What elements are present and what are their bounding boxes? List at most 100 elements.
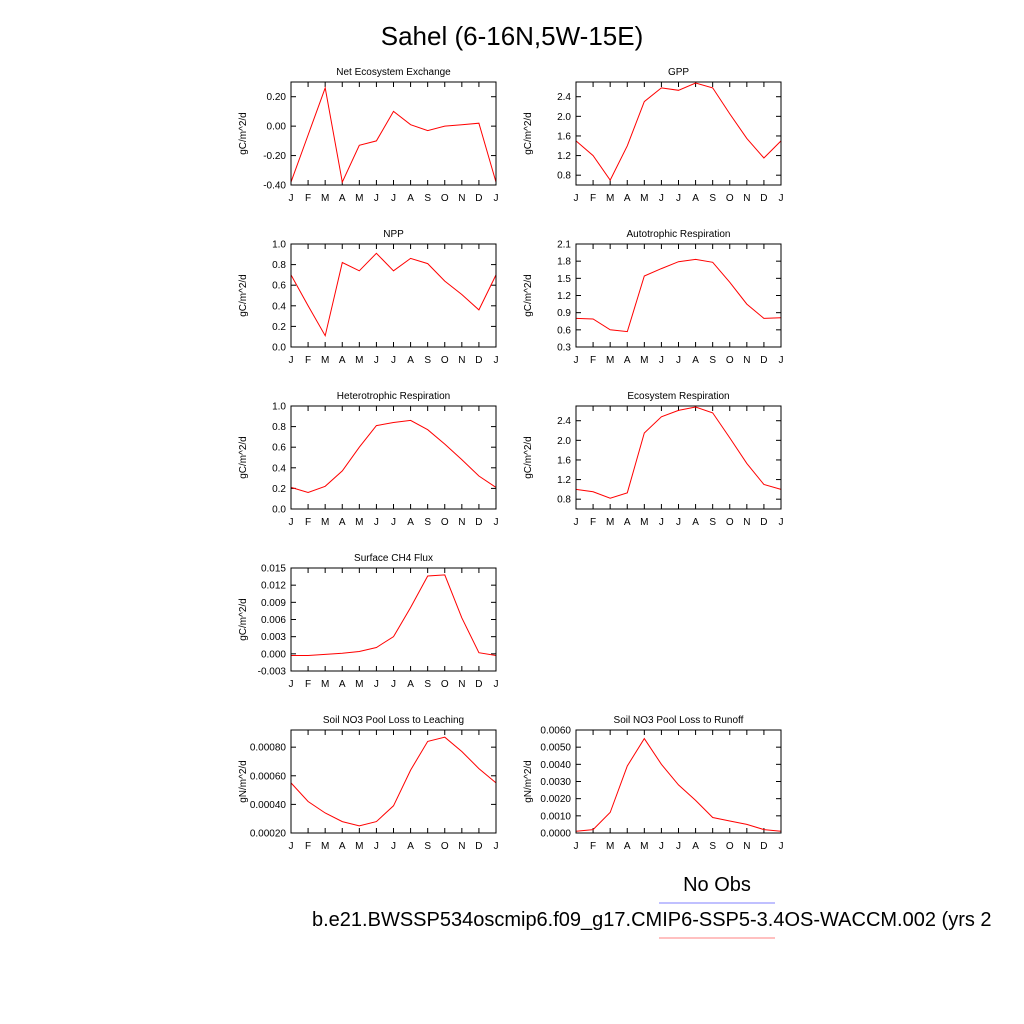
series-line: [290, 419, 497, 494]
x-tick-label: J: [659, 517, 664, 528]
x-tick-label: N: [458, 841, 465, 852]
y-tick-label: 1.6: [557, 131, 571, 142]
x-tick-label: S: [709, 193, 716, 204]
x-tick-label: D: [475, 679, 482, 690]
x-tick-label: J: [676, 193, 681, 204]
x-tick-label: O: [441, 517, 449, 528]
y-axis-label: gC/m^2/d: [238, 598, 249, 641]
x-tick-label: M: [321, 517, 329, 528]
series-line: [575, 737, 782, 832]
x-tick-label: A: [339, 517, 346, 528]
plot-frame: [575, 729, 782, 834]
x-tick-label: O: [726, 517, 734, 528]
x-tick-label: J: [494, 355, 499, 366]
plot-frame: [575, 243, 782, 348]
y-tick-label: 0.3: [557, 343, 571, 354]
x-tick-label: A: [339, 679, 346, 690]
x-tick-label: J: [391, 841, 396, 852]
x-tick-label: D: [760, 517, 767, 528]
y-tick-label: 0.8: [272, 260, 286, 271]
x-tick-label: O: [726, 355, 734, 366]
y-axis-label: gC/m^2/d: [238, 436, 249, 479]
x-tick-label: M: [355, 841, 363, 852]
x-tick-label: S: [424, 355, 431, 366]
x-tick-label: F: [590, 355, 596, 366]
x-tick-label: J: [289, 355, 294, 366]
x-tick-label: S: [709, 841, 716, 852]
x-tick-label: O: [726, 193, 734, 204]
x-tick-label: N: [743, 355, 750, 366]
y-tick-label: 2.0: [557, 436, 571, 447]
x-tick-label: J: [676, 517, 681, 528]
y-tick-label: 0.0010: [540, 811, 571, 822]
y-tick-label: 0.00020: [250, 829, 287, 840]
x-tick-label: M: [321, 355, 329, 366]
x-tick-label: J: [676, 841, 681, 852]
x-tick-label: A: [407, 355, 414, 366]
y-tick-label: -0.003: [258, 667, 287, 678]
x-tick-label: J: [494, 841, 499, 852]
x-tick-label: J: [659, 841, 664, 852]
x-tick-label: A: [407, 517, 414, 528]
x-tick-label: J: [494, 193, 499, 204]
y-tick-label: 0.006: [261, 615, 286, 626]
x-tick-label: J: [574, 193, 579, 204]
x-tick-label: S: [424, 517, 431, 528]
y-tick-label: 0.015: [261, 564, 286, 575]
y-tick-label: 1.2: [557, 291, 571, 302]
x-tick-label: A: [339, 193, 346, 204]
y-tick-label: 0.009: [261, 598, 286, 609]
x-tick-label: A: [407, 841, 414, 852]
series-line: [290, 85, 497, 184]
x-tick-label: A: [624, 355, 631, 366]
x-tick-label: J: [391, 355, 396, 366]
x-tick-label: J: [494, 517, 499, 528]
panel-title: GPP: [668, 67, 689, 78]
y-tick-label: 1.8: [557, 257, 571, 268]
x-tick-label: N: [743, 193, 750, 204]
y-tick-label: 0.0030: [540, 777, 571, 788]
x-tick-label: O: [441, 355, 449, 366]
panel-title: Soil NO3 Pool Loss to Leaching: [323, 715, 464, 726]
x-tick-label: M: [606, 355, 614, 366]
x-tick-label: J: [574, 355, 579, 366]
x-tick-label: D: [760, 841, 767, 852]
plot-frame: [290, 81, 497, 186]
series-line: [575, 82, 782, 182]
x-tick-label: J: [289, 679, 294, 690]
x-tick-label: A: [692, 193, 699, 204]
x-tick-label: F: [305, 355, 311, 366]
y-tick-label: 0.00040: [250, 800, 287, 811]
y-tick-label: 1.6: [557, 455, 571, 466]
x-tick-label: D: [760, 193, 767, 204]
y-tick-label: 1.0: [272, 402, 286, 413]
x-tick-label: F: [305, 193, 311, 204]
x-tick-label: J: [574, 517, 579, 528]
y-tick-label: 0.8: [557, 495, 571, 506]
y-tick-label: 2.1: [557, 240, 571, 251]
panel-title: Heterotrophic Respiration: [337, 391, 450, 402]
x-tick-label: J: [374, 193, 379, 204]
y-axis-label: gC/m^2/d: [523, 436, 534, 479]
x-tick-label: J: [391, 517, 396, 528]
x-tick-label: A: [339, 355, 346, 366]
y-tick-label: 0.9: [557, 308, 571, 319]
x-tick-label: M: [321, 193, 329, 204]
panel-title: Surface CH4 Flux: [354, 553, 433, 564]
x-tick-label: J: [289, 193, 294, 204]
plot-frame: [290, 243, 497, 348]
x-tick-label: M: [355, 517, 363, 528]
x-tick-label: J: [374, 679, 379, 690]
x-tick-label: A: [624, 841, 631, 852]
x-tick-label: F: [305, 679, 311, 690]
plot-frame: [290, 567, 497, 672]
y-tick-label: 0.00080: [250, 743, 287, 754]
panel-title: Ecosystem Respiration: [627, 391, 729, 402]
y-tick-label: 0.0040: [540, 760, 571, 771]
series-line: [290, 252, 497, 338]
x-tick-label: J: [289, 517, 294, 528]
y-tick-label: 0.00060: [250, 771, 287, 782]
